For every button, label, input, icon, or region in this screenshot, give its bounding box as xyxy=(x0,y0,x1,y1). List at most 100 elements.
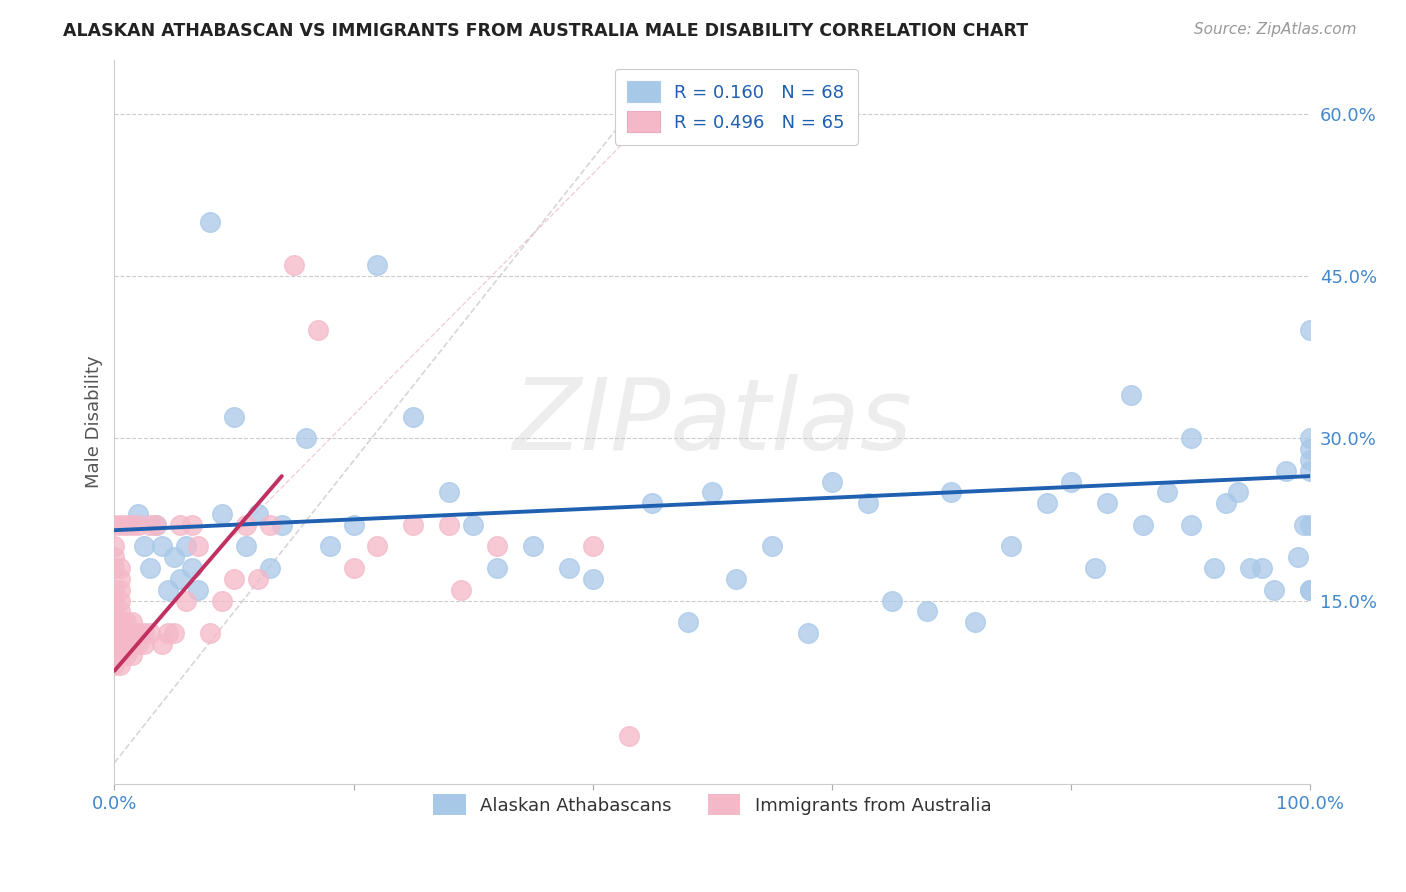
Point xyxy=(174,540,197,554)
Y-axis label: Male Disability: Male Disability xyxy=(86,356,103,488)
Point xyxy=(222,409,245,424)
Point xyxy=(110,582,132,597)
Point xyxy=(169,517,191,532)
Point xyxy=(1227,485,1250,500)
Point xyxy=(103,626,125,640)
Point xyxy=(1299,453,1322,467)
Point xyxy=(1299,323,1322,337)
Point xyxy=(797,626,820,640)
Point xyxy=(110,572,132,586)
Point xyxy=(941,485,963,500)
Point xyxy=(1251,561,1274,575)
Point xyxy=(198,626,221,640)
Point xyxy=(103,593,125,607)
Point xyxy=(110,658,132,673)
Point xyxy=(110,615,132,629)
Point xyxy=(174,593,197,607)
Point xyxy=(1299,431,1322,445)
Point xyxy=(1215,496,1237,510)
Point xyxy=(522,540,544,554)
Point xyxy=(103,540,125,554)
Point xyxy=(1132,517,1154,532)
Point xyxy=(121,648,143,662)
Point xyxy=(211,593,233,607)
Point xyxy=(678,615,700,629)
Point xyxy=(157,626,180,640)
Point xyxy=(121,517,143,532)
Point xyxy=(115,637,138,651)
Text: Source: ZipAtlas.com: Source: ZipAtlas.com xyxy=(1194,22,1357,37)
Point xyxy=(318,540,340,554)
Point xyxy=(211,507,233,521)
Point xyxy=(1275,464,1298,478)
Point xyxy=(127,637,149,651)
Point xyxy=(1239,561,1261,575)
Point xyxy=(366,258,388,272)
Point xyxy=(1299,464,1322,478)
Point xyxy=(134,637,156,651)
Point xyxy=(1095,496,1118,510)
Point xyxy=(103,582,125,597)
Point xyxy=(103,658,125,673)
Point xyxy=(163,626,186,640)
Point xyxy=(342,561,364,575)
Point xyxy=(617,729,640,743)
Point xyxy=(181,517,204,532)
Point xyxy=(725,572,748,586)
Point xyxy=(121,637,143,651)
Point xyxy=(103,550,125,565)
Point xyxy=(139,561,162,575)
Point xyxy=(127,517,149,532)
Point xyxy=(294,431,316,445)
Point xyxy=(103,621,125,635)
Point xyxy=(641,496,664,510)
Point xyxy=(702,485,724,500)
Point xyxy=(103,637,125,651)
Point xyxy=(1000,540,1022,554)
Point xyxy=(110,637,132,651)
Point xyxy=(103,632,125,646)
Point xyxy=(486,561,509,575)
Point xyxy=(1084,561,1107,575)
Point xyxy=(235,517,257,532)
Point xyxy=(222,572,245,586)
Point xyxy=(259,517,281,532)
Point xyxy=(110,648,132,662)
Point xyxy=(1204,561,1226,575)
Point xyxy=(1060,475,1083,489)
Point xyxy=(198,215,221,229)
Point xyxy=(110,626,132,640)
Point xyxy=(169,572,191,586)
Point xyxy=(259,561,281,575)
Point xyxy=(103,648,125,662)
Point xyxy=(115,626,138,640)
Point xyxy=(145,517,167,532)
Text: ALASKAN ATHABASCAN VS IMMIGRANTS FROM AUSTRALIA MALE DISABILITY CORRELATION CHAR: ALASKAN ATHABASCAN VS IMMIGRANTS FROM AU… xyxy=(63,22,1028,40)
Point xyxy=(134,540,156,554)
Point xyxy=(402,517,425,532)
Point xyxy=(1299,442,1322,456)
Point xyxy=(110,593,132,607)
Point xyxy=(486,540,509,554)
Point xyxy=(880,593,903,607)
Text: ZIPatlas: ZIPatlas xyxy=(512,374,912,470)
Point xyxy=(917,604,939,618)
Point xyxy=(115,615,138,629)
Point xyxy=(163,550,186,565)
Point xyxy=(1119,388,1142,402)
Point xyxy=(139,517,162,532)
Point xyxy=(181,561,204,575)
Point xyxy=(115,648,138,662)
Point xyxy=(121,615,143,629)
Point xyxy=(1299,517,1322,532)
Point xyxy=(582,572,605,586)
Point xyxy=(1180,431,1202,445)
Point xyxy=(1180,517,1202,532)
Point xyxy=(1299,582,1322,597)
Point xyxy=(187,540,209,554)
Point xyxy=(127,507,149,521)
Point xyxy=(270,517,292,532)
Point xyxy=(134,626,156,640)
Point xyxy=(235,540,257,554)
Point xyxy=(103,517,125,532)
